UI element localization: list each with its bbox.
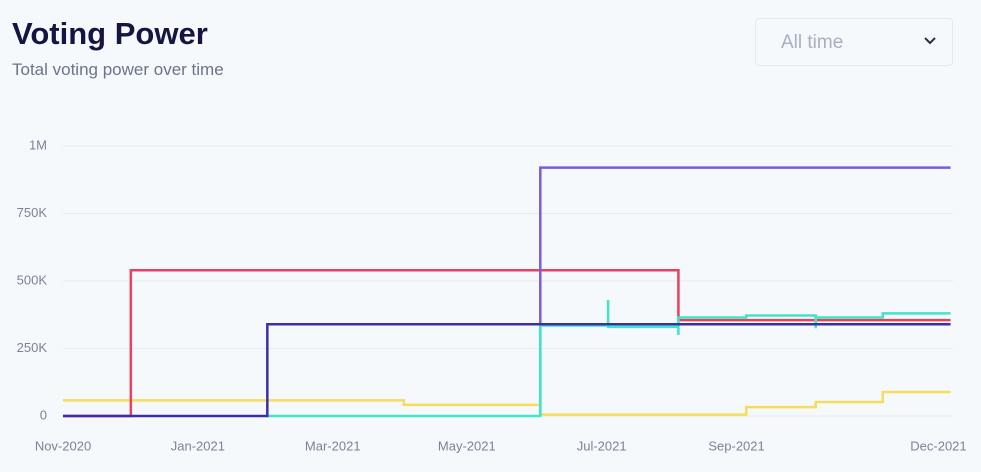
x-tick-label: Dec-2021: [910, 438, 966, 453]
title: Voting Power: [12, 16, 208, 51]
chevron-icon: [924, 37, 936, 45]
step-line: [63, 322, 951, 418]
y-tick-label: 250K: [17, 340, 48, 355]
x-tick-label: Mar-2021: [305, 438, 361, 453]
y-tick-label: 1M: [29, 137, 47, 152]
y-tick-label: 0: [40, 407, 47, 422]
x-tick-label: Sep-2021: [708, 438, 764, 453]
x-tick-label: Jul-2021: [577, 438, 627, 453]
step-line: [539, 166, 951, 416]
step-line: [267, 299, 951, 418]
x-tick-label: Jan-2021: [171, 438, 225, 453]
x-tick-label: Nov-2020: [35, 438, 91, 453]
x-tick-label: May-2021: [438, 438, 496, 453]
dropdown-label: All time: [781, 32, 844, 53]
time-range-dropdown[interactable]: All time: [755, 18, 953, 66]
y-tick-label: 750K: [17, 205, 48, 220]
subtitle: Total voting power over time: [12, 60, 224, 79]
y-tick-label: 500K: [17, 272, 48, 287]
step-line: [63, 268, 951, 418]
step-line: [63, 390, 951, 416]
